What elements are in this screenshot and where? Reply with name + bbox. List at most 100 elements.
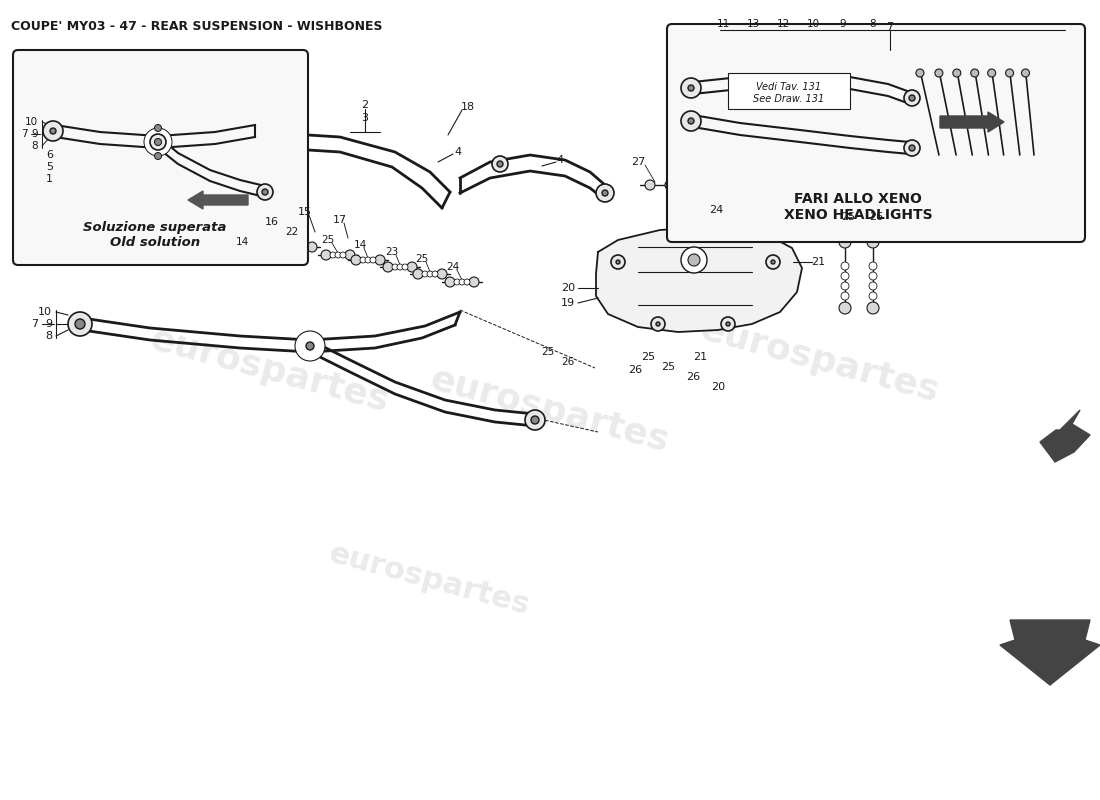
Circle shape [301, 337, 319, 355]
Text: 23: 23 [385, 247, 398, 257]
Circle shape [155, 139, 161, 145]
Circle shape [154, 153, 162, 159]
Text: 20: 20 [711, 382, 725, 392]
Circle shape [74, 139, 78, 145]
Text: 7: 7 [887, 22, 893, 32]
Circle shape [252, 254, 258, 260]
Circle shape [645, 180, 654, 190]
Circle shape [392, 264, 398, 270]
Text: 7: 7 [21, 129, 28, 139]
Circle shape [909, 95, 915, 101]
Text: 15: 15 [298, 207, 312, 217]
Text: 8: 8 [870, 19, 877, 29]
Circle shape [336, 252, 341, 258]
Text: 25: 25 [641, 352, 656, 362]
Circle shape [306, 342, 313, 350]
Text: 8: 8 [32, 141, 39, 151]
Text: 12: 12 [777, 19, 790, 29]
Text: 25: 25 [840, 212, 855, 222]
FancyBboxPatch shape [728, 73, 850, 109]
Text: 10: 10 [25, 117, 39, 127]
Text: 21: 21 [811, 257, 825, 267]
Circle shape [459, 279, 465, 285]
Circle shape [365, 257, 371, 263]
Circle shape [869, 262, 877, 270]
Circle shape [688, 85, 694, 91]
Circle shape [867, 236, 879, 248]
Circle shape [283, 242, 293, 252]
Text: FARI ALLO XENO: FARI ALLO XENO [794, 192, 922, 206]
Circle shape [150, 134, 166, 150]
Circle shape [970, 69, 979, 77]
Circle shape [688, 254, 700, 266]
Circle shape [68, 312, 92, 336]
Circle shape [154, 125, 162, 131]
Circle shape [497, 161, 503, 167]
Text: 14: 14 [353, 240, 366, 250]
Circle shape [839, 236, 851, 248]
Text: 18: 18 [461, 102, 475, 112]
Text: 26: 26 [628, 365, 642, 375]
Text: eurospartes: eurospartes [697, 312, 943, 408]
Text: eurospartes: eurospartes [147, 322, 393, 418]
Circle shape [397, 264, 403, 270]
Text: 24: 24 [708, 205, 723, 215]
Circle shape [666, 180, 675, 190]
Text: 3: 3 [362, 113, 369, 123]
Circle shape [375, 255, 385, 265]
Circle shape [383, 262, 393, 272]
Text: Old solution: Old solution [110, 237, 200, 250]
Circle shape [144, 128, 172, 156]
Text: 22: 22 [285, 227, 298, 237]
Circle shape [248, 254, 253, 260]
Circle shape [725, 180, 735, 190]
Polygon shape [1040, 410, 1090, 462]
Circle shape [360, 257, 366, 263]
Circle shape [469, 277, 478, 287]
Circle shape [904, 140, 920, 156]
Circle shape [842, 272, 849, 280]
Circle shape [109, 147, 131, 169]
Circle shape [407, 262, 417, 272]
Circle shape [282, 132, 298, 148]
Text: 10: 10 [39, 307, 52, 317]
Circle shape [766, 255, 780, 269]
Circle shape [402, 264, 408, 270]
Text: 21: 21 [693, 352, 707, 362]
Circle shape [720, 317, 735, 331]
Text: 13: 13 [747, 19, 760, 29]
Text: 19: 19 [561, 298, 575, 308]
Circle shape [262, 252, 272, 262]
Text: Soluzione superata: Soluzione superata [84, 222, 227, 234]
Circle shape [412, 269, 424, 279]
Text: 4: 4 [557, 155, 563, 165]
Text: 5: 5 [46, 162, 53, 172]
Text: 11: 11 [716, 19, 729, 29]
Circle shape [422, 271, 428, 277]
Circle shape [330, 252, 336, 258]
Circle shape [437, 269, 447, 279]
Circle shape [839, 302, 851, 314]
Circle shape [842, 262, 849, 270]
Circle shape [297, 244, 302, 250]
Circle shape [116, 154, 124, 162]
Circle shape [295, 331, 324, 361]
Text: 2: 2 [362, 100, 369, 110]
Text: 16: 16 [265, 217, 279, 227]
Circle shape [454, 279, 460, 285]
Text: 14: 14 [235, 237, 249, 247]
Text: 7: 7 [31, 319, 38, 329]
Circle shape [869, 292, 877, 300]
Text: 20: 20 [561, 283, 575, 293]
Circle shape [321, 250, 331, 260]
Polygon shape [596, 226, 802, 332]
Text: 25: 25 [661, 362, 675, 372]
Circle shape [953, 69, 960, 77]
Circle shape [842, 292, 849, 300]
Circle shape [909, 145, 915, 151]
FancyArrow shape [940, 112, 1004, 132]
Circle shape [771, 260, 775, 264]
Text: Vedi Tav. 131: Vedi Tav. 131 [757, 82, 822, 92]
Circle shape [427, 271, 433, 277]
Text: eurospartes: eurospartes [427, 362, 673, 458]
